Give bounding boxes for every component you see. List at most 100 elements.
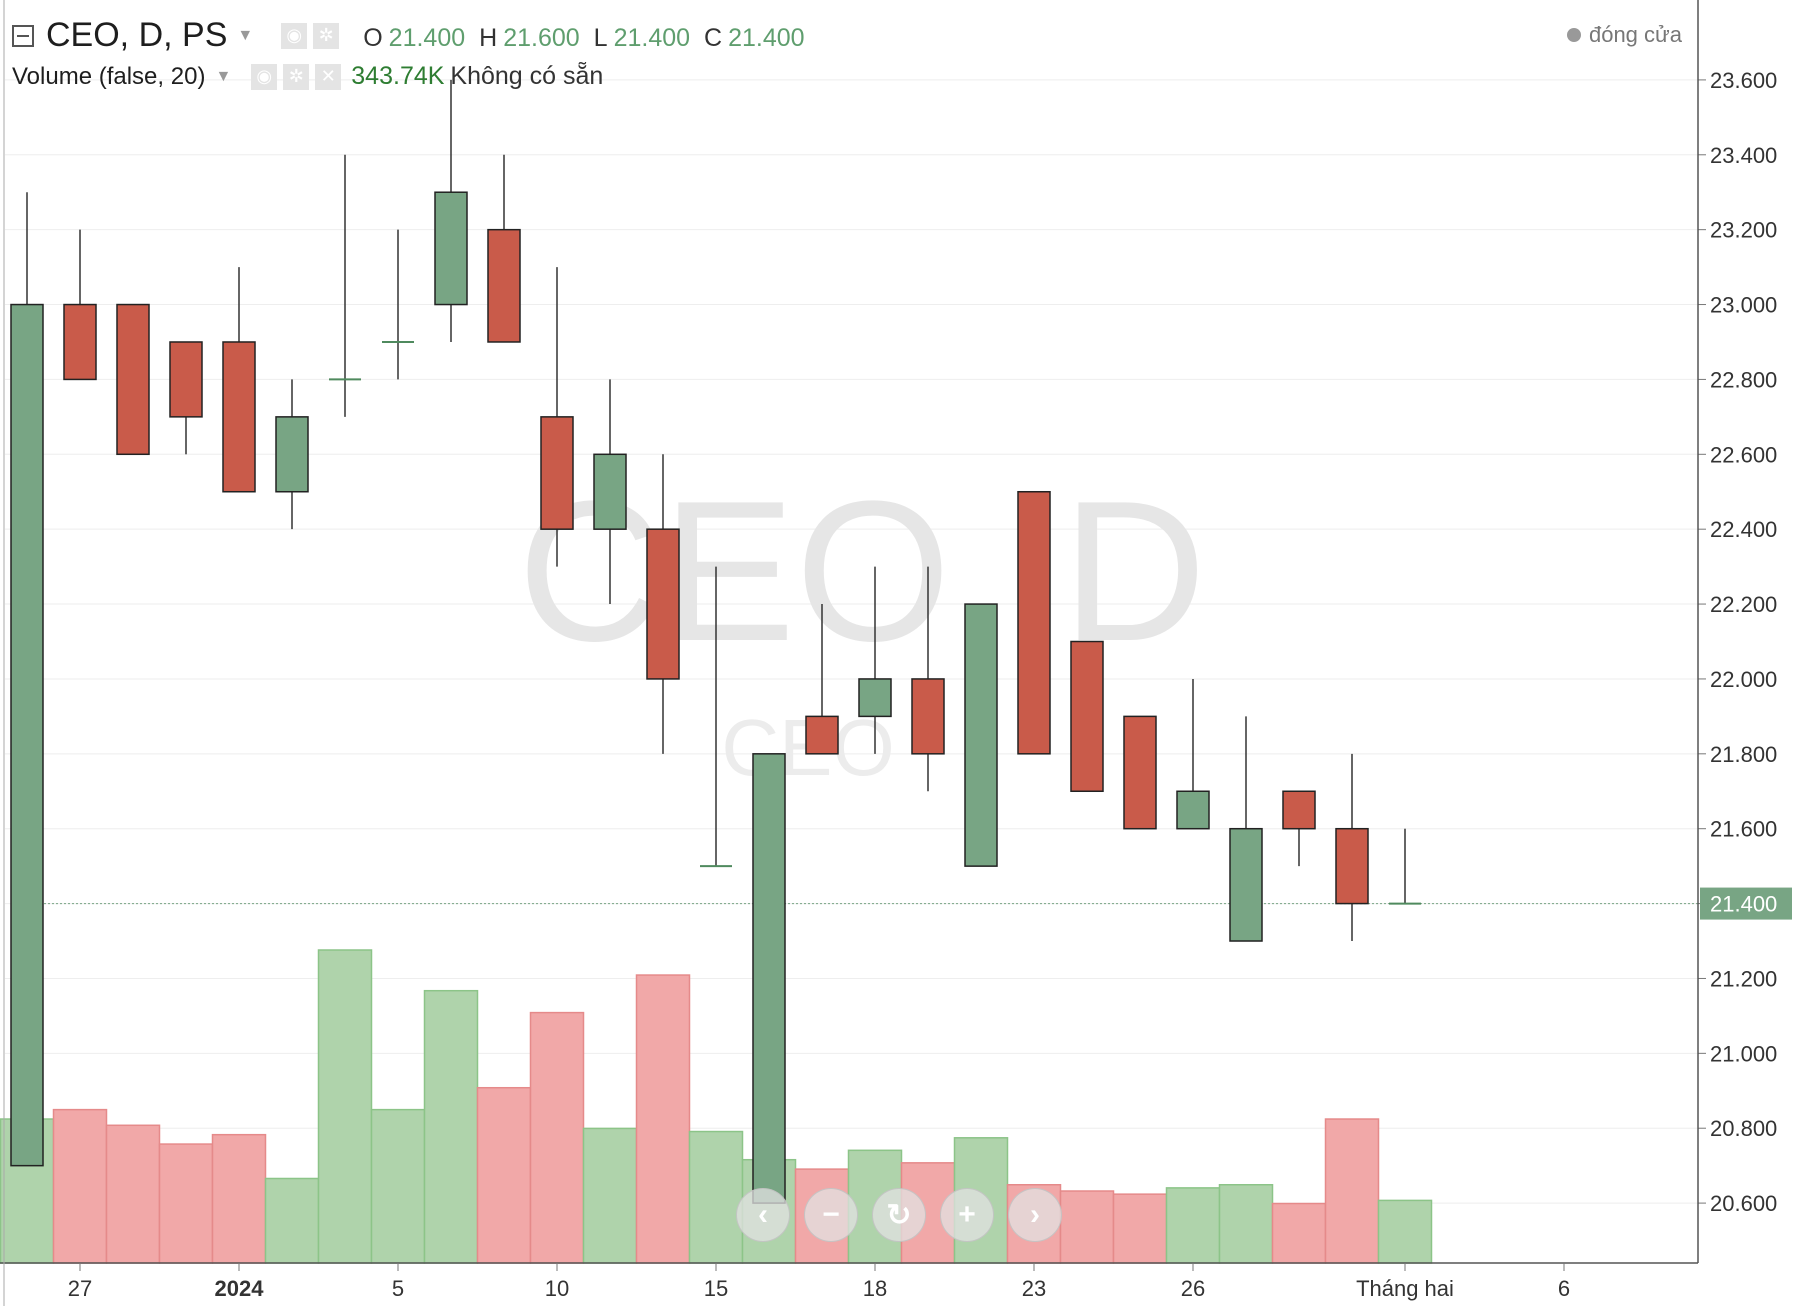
x-tick-label: 26 bbox=[1181, 1276, 1205, 1301]
candle-body bbox=[593, 453, 627, 530]
eye-icon[interactable]: ◉ bbox=[281, 22, 308, 49]
volume-bar bbox=[529, 1011, 585, 1264]
volume-bar bbox=[1218, 1184, 1274, 1264]
y-tick-label: 21.600 bbox=[1710, 817, 1777, 842]
chevron-right-icon[interactable]: › bbox=[1008, 1188, 1062, 1242]
volume-bar bbox=[688, 1130, 744, 1264]
zoom-out-icon[interactable]: − bbox=[804, 1188, 858, 1242]
candle-body bbox=[222, 341, 256, 493]
volume-value: 343.74K bbox=[351, 62, 445, 90]
x-tick-label: Tháng hai bbox=[1356, 1276, 1454, 1301]
y-tick-label: 21.800 bbox=[1710, 742, 1777, 767]
volume-bar bbox=[1165, 1187, 1221, 1264]
ohlc-value-h: 21.600 bbox=[503, 24, 580, 52]
volume-bar bbox=[370, 1108, 426, 1264]
y-tick-label: 23.000 bbox=[1710, 293, 1777, 318]
ohlc-value-o: 21.400 bbox=[388, 24, 466, 52]
volume-bar bbox=[1112, 1193, 1168, 1264]
candle-body bbox=[646, 528, 680, 680]
candle-body bbox=[805, 715, 839, 755]
volume-bar bbox=[582, 1127, 638, 1264]
candle-body bbox=[911, 678, 945, 755]
x-tick-label: 15 bbox=[704, 1276, 728, 1301]
chevron-left-icon[interactable]: ‹ bbox=[736, 1188, 790, 1242]
status-dot-icon bbox=[1566, 28, 1581, 42]
ohlc-value-l: 21.400 bbox=[613, 24, 691, 52]
candle-body bbox=[1017, 490, 1051, 755]
zoom-in-icon[interactable]: + bbox=[940, 1188, 994, 1242]
y-tick-label: 22.200 bbox=[1710, 592, 1777, 617]
candle-body bbox=[116, 303, 150, 456]
ohlc-value-c: 21.400 bbox=[728, 24, 805, 52]
symbol-title[interactable]: CEO, D, PS bbox=[46, 16, 228, 54]
eye-icon[interactable]: ◉ bbox=[251, 63, 278, 90]
candle-body bbox=[169, 341, 203, 418]
chevron-down-icon[interactable]: ▼ bbox=[215, 67, 232, 85]
y-tick-label: 22.000 bbox=[1710, 667, 1777, 692]
volume-bar bbox=[1377, 1199, 1433, 1264]
x-tick-label: 2024 bbox=[215, 1276, 265, 1301]
volume-bar bbox=[1324, 1118, 1380, 1264]
candle-body bbox=[964, 603, 998, 867]
y-tick-label: 20.600 bbox=[1710, 1191, 1777, 1216]
status-text: đóng cửa bbox=[1588, 22, 1682, 47]
x-tick-label: 27 bbox=[68, 1276, 92, 1301]
volume-bar bbox=[105, 1124, 161, 1264]
y-tick-label: 20.800 bbox=[1710, 1116, 1777, 1141]
menu-icon[interactable] bbox=[12, 24, 34, 47]
volume-bar bbox=[1271, 1202, 1327, 1264]
y-tick-label: 23.600 bbox=[1710, 68, 1777, 93]
chevron-down-icon[interactable]: ▼ bbox=[237, 26, 254, 44]
ohlc-key-c: C bbox=[704, 24, 723, 52]
x-tick-label: 18 bbox=[863, 1276, 887, 1301]
header-volume: Volume (false, 20) ▼ ◉ ✲ ✕ 343.74K Không… bbox=[12, 62, 603, 91]
ohlc-key-h: H bbox=[479, 24, 498, 52]
volume-bar bbox=[1059, 1190, 1115, 1264]
volume-bar bbox=[317, 949, 373, 1264]
candle-body bbox=[858, 678, 892, 718]
y-tick-label: 22.400 bbox=[1710, 517, 1777, 542]
candle-body bbox=[275, 416, 309, 493]
reset-icon[interactable]: ↻ bbox=[872, 1188, 926, 1242]
volume-unavailable-text: Không có sẵn bbox=[450, 62, 604, 90]
candle-body bbox=[63, 303, 97, 381]
volume-bar bbox=[158, 1143, 214, 1264]
candle-body bbox=[752, 753, 786, 1204]
x-tick-label: 23 bbox=[1022, 1276, 1046, 1301]
last-price-badge bbox=[1700, 887, 1792, 920]
header-main: CEO, D, PS ▼ ◉ ✲ O 21.400 H 21.600 L 21.400 C 2… bbox=[12, 16, 805, 55]
volume-bar bbox=[423, 989, 479, 1264]
candle-body bbox=[1070, 640, 1104, 793]
volume-bar bbox=[635, 974, 691, 1264]
ohlc-key-l: L bbox=[593, 24, 608, 52]
x-tick-label: 5 bbox=[392, 1276, 404, 1301]
x-tick-label: 6 bbox=[1558, 1276, 1570, 1301]
volume-bar bbox=[476, 1086, 532, 1264]
candle-body bbox=[434, 191, 468, 306]
candle-body bbox=[1176, 790, 1210, 830]
volume-pane bbox=[0, 949, 1433, 1264]
ohlc-values: O 21.400 H 21.600 L 21.400 C 21.400 bbox=[339, 16, 804, 55]
last-price-label: 21.400 bbox=[1710, 892, 1777, 917]
gear-icon[interactable]: ✲ bbox=[283, 63, 310, 90]
y-tick-label: 22.600 bbox=[1710, 442, 1777, 467]
volume-bar bbox=[211, 1133, 267, 1264]
candle-body bbox=[1335, 827, 1369, 905]
candle-body bbox=[540, 416, 574, 530]
y-tick-label: 21.200 bbox=[1710, 966, 1777, 991]
candle-body bbox=[487, 228, 521, 343]
volume-bar bbox=[264, 1177, 320, 1264]
candle-body bbox=[10, 303, 44, 1167]
volume-indicator-label[interactable]: Volume (false, 20) bbox=[12, 62, 206, 90]
candle-body bbox=[1229, 827, 1263, 942]
candle-body bbox=[1123, 715, 1157, 830]
close-icon[interactable]: ✕ bbox=[315, 63, 342, 90]
x-tick-label: 10 bbox=[545, 1276, 569, 1301]
y-tick-label: 23.400 bbox=[1710, 143, 1777, 168]
candle-body bbox=[1282, 790, 1316, 830]
gear-icon[interactable]: ✲ bbox=[313, 22, 340, 49]
y-tick-label: 21.000 bbox=[1710, 1041, 1777, 1066]
volume-bar bbox=[52, 1108, 108, 1264]
